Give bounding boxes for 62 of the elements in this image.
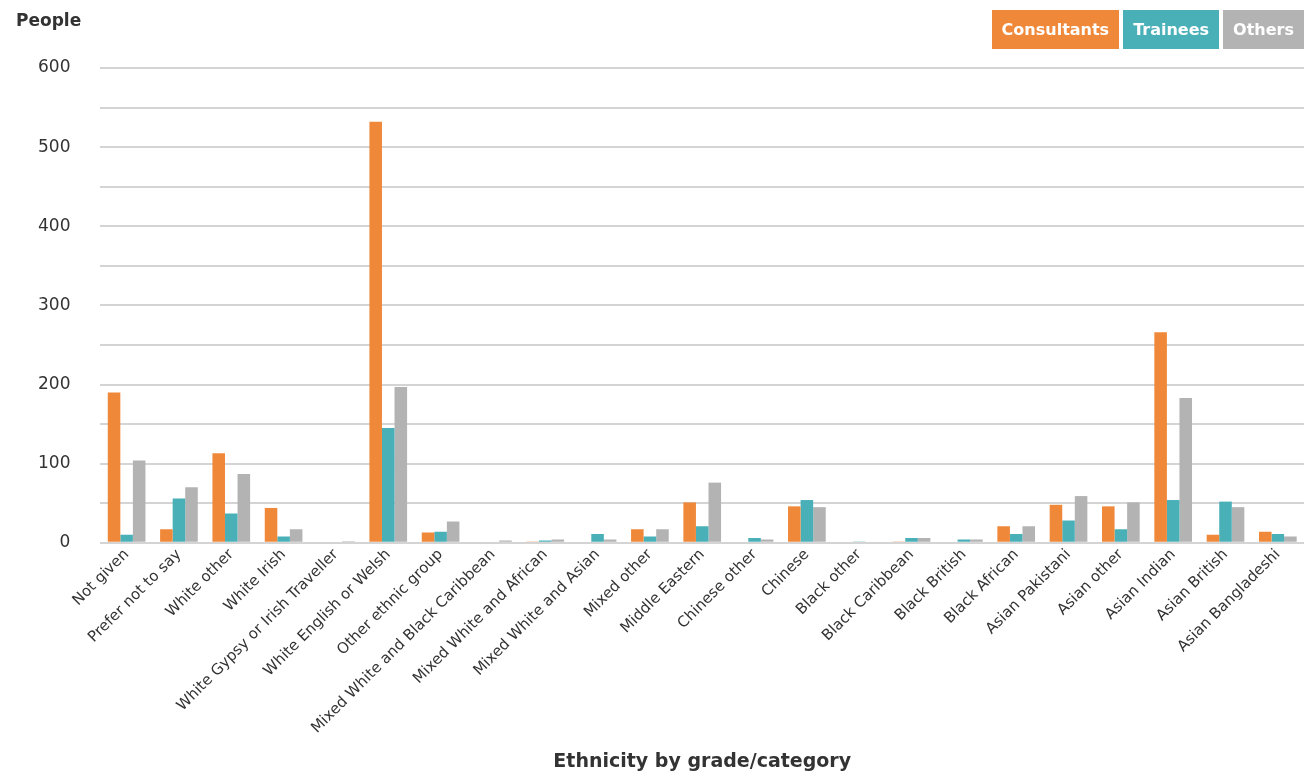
bar bbox=[120, 534, 133, 542]
bar bbox=[224, 513, 238, 542]
bar bbox=[1102, 506, 1115, 542]
bar bbox=[107, 392, 121, 542]
bar bbox=[708, 482, 722, 542]
bar bbox=[1022, 526, 1036, 542]
bar bbox=[1284, 536, 1297, 542]
bar bbox=[277, 536, 290, 542]
bar bbox=[1049, 504, 1063, 542]
bar bbox=[1219, 501, 1232, 542]
bar bbox=[264, 507, 278, 542]
bar bbox=[1062, 520, 1075, 542]
y-tick-label: 0 bbox=[59, 531, 71, 552]
bar bbox=[237, 473, 251, 542]
text: Consultants bbox=[991, 10, 1120, 49]
bar bbox=[381, 428, 395, 542]
bar bbox=[800, 500, 814, 542]
bar bbox=[421, 532, 435, 542]
bar bbox=[1074, 496, 1088, 542]
bar bbox=[643, 536, 657, 542]
bar bbox=[434, 531, 447, 542]
bar bbox=[1206, 534, 1220, 542]
bar bbox=[788, 506, 801, 542]
bar bbox=[1166, 500, 1180, 542]
bar bbox=[1009, 534, 1023, 542]
bar bbox=[997, 526, 1010, 542]
y-tick-label: 600 bbox=[37, 56, 71, 77]
y-tick-label: 200 bbox=[37, 372, 71, 393]
x-axis-title: Ethnicity by grade/category bbox=[553, 748, 852, 771]
bar bbox=[591, 534, 604, 542]
bar bbox=[917, 538, 931, 542]
bar bbox=[905, 538, 918, 542]
y-axis-title: People bbox=[16, 10, 82, 30]
y-tick-label: 300 bbox=[37, 293, 71, 314]
bar bbox=[683, 502, 696, 542]
bar bbox=[172, 498, 186, 542]
bar bbox=[289, 529, 303, 542]
bar bbox=[695, 526, 709, 542]
bar bbox=[1179, 397, 1193, 542]
y-tick-label: 500 bbox=[37, 135, 71, 156]
bar bbox=[132, 460, 146, 542]
bar bbox=[369, 121, 382, 542]
y-tick-label: 400 bbox=[37, 214, 71, 235]
bar bbox=[160, 529, 173, 542]
bar bbox=[1231, 507, 1245, 542]
bar bbox=[813, 507, 826, 542]
bar bbox=[1127, 502, 1140, 542]
bar bbox=[656, 529, 669, 542]
bar bbox=[446, 521, 460, 542]
text: Others bbox=[1223, 10, 1304, 49]
text: Trainees bbox=[1123, 10, 1220, 49]
bar bbox=[631, 529, 644, 542]
bar bbox=[748, 538, 761, 542]
bar bbox=[185, 487, 198, 542]
bar bbox=[970, 539, 983, 542]
bar bbox=[1114, 529, 1128, 542]
bar bbox=[1259, 531, 1272, 542]
y-tick-label: 100 bbox=[37, 452, 71, 473]
bar bbox=[212, 453, 225, 542]
bar bbox=[394, 386, 408, 542]
bar bbox=[1154, 332, 1167, 542]
bar bbox=[1271, 534, 1285, 542]
